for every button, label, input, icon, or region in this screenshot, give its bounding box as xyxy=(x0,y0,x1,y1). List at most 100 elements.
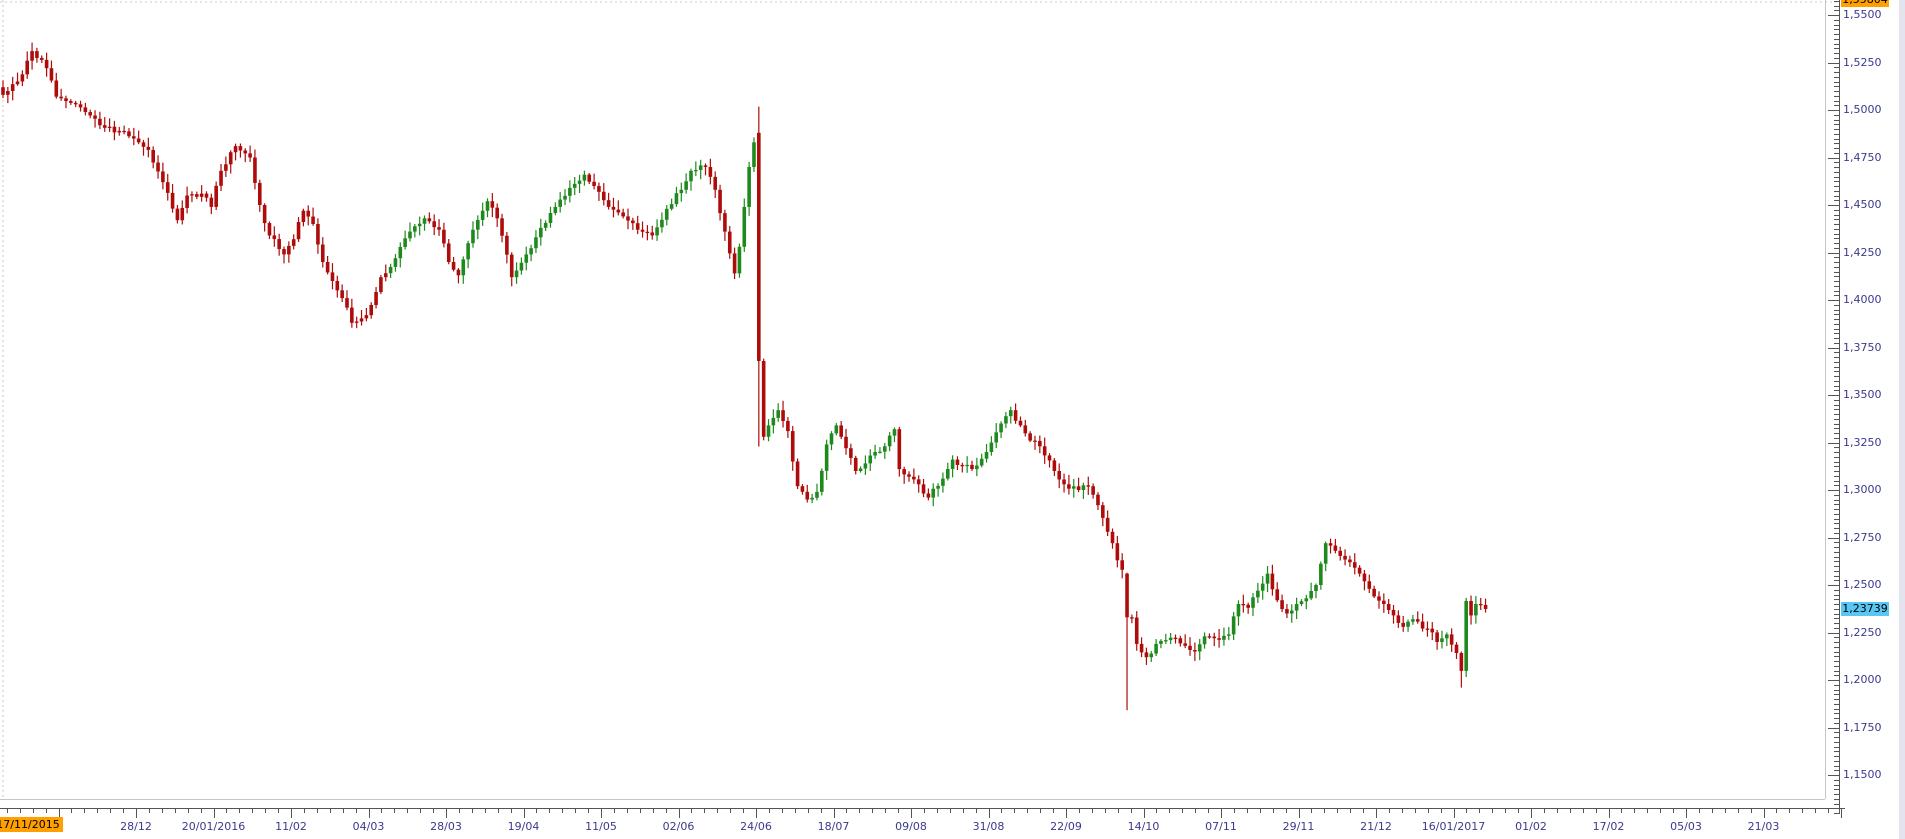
time-axis-minor-tick xyxy=(394,808,396,813)
candle-body xyxy=(413,226,417,232)
candle-body xyxy=(926,493,931,498)
candle-body xyxy=(325,262,330,273)
candle-body xyxy=(335,280,340,291)
candle-body xyxy=(1178,638,1183,644)
candle-body xyxy=(1038,440,1042,447)
chart-canvas[interactable] xyxy=(0,0,1839,799)
candle-body xyxy=(490,201,495,208)
candle-body xyxy=(1396,615,1401,623)
candle-body xyxy=(781,410,785,421)
time-axis-major-tick xyxy=(1453,808,1455,818)
candle-body xyxy=(88,112,93,116)
time-axis-minor-tick xyxy=(536,808,538,813)
candle-body xyxy=(446,243,451,262)
candle-body xyxy=(422,218,427,224)
time-axis-minor-tick xyxy=(1350,808,1352,813)
time-axis-major-tick xyxy=(1531,808,1532,818)
candle-body xyxy=(1154,643,1158,654)
candle-body xyxy=(1372,588,1376,597)
candle-body xyxy=(975,465,979,470)
time-axis-major-tick xyxy=(1841,808,1842,818)
candle-body xyxy=(282,249,286,255)
x-axis-label: 02/06 xyxy=(662,820,695,833)
candle-body xyxy=(306,210,311,217)
candle-body xyxy=(572,183,577,188)
candle-body xyxy=(820,470,824,492)
candle-body xyxy=(73,102,78,105)
time-axis-minor-tick xyxy=(626,808,628,813)
candle-body xyxy=(1125,573,1129,618)
time-axis-minor-tick xyxy=(71,808,73,813)
x-axis-label: 05/03 xyxy=(1670,820,1702,833)
candle-body xyxy=(776,410,780,418)
candle-body xyxy=(1018,420,1023,426)
plot-border-right xyxy=(1825,0,1826,799)
candle-body xyxy=(800,486,805,492)
time-axis-major-tick xyxy=(911,808,912,818)
candle-body xyxy=(1149,653,1154,658)
time-axis-minor-tick xyxy=(1621,808,1623,813)
candle-body xyxy=(1382,600,1386,604)
time-axis-major-tick xyxy=(1143,808,1145,818)
candle-body xyxy=(606,200,611,207)
candle-body xyxy=(185,195,189,208)
time-axis-minor-tick xyxy=(1789,808,1791,813)
candle-body xyxy=(1076,486,1081,490)
candle-body xyxy=(437,227,441,230)
candle-body xyxy=(1420,621,1425,629)
candle-body xyxy=(49,68,54,81)
time-axis-minor-tick xyxy=(1582,808,1584,813)
time-axis-minor-tick xyxy=(1169,808,1171,813)
candle-body xyxy=(393,258,398,267)
candle-body xyxy=(548,212,553,223)
candle-body xyxy=(296,222,301,240)
candle-body xyxy=(684,181,688,190)
candle-body xyxy=(1285,609,1289,614)
y-axis-label: 1,2000 xyxy=(1843,673,1882,686)
candle-body xyxy=(1445,634,1449,639)
candle-body xyxy=(834,425,839,434)
candle-body xyxy=(98,118,102,126)
candle-body xyxy=(224,164,228,171)
x-axis-label: 22/09 xyxy=(1050,820,1082,833)
candle-body xyxy=(611,206,616,210)
candle-body xyxy=(112,126,117,133)
time-axis-minor-tick xyxy=(1091,808,1093,813)
candle-body xyxy=(1280,600,1284,610)
candle-body xyxy=(20,74,25,82)
x-axis-label: 11/05 xyxy=(585,820,617,833)
candle-body xyxy=(219,170,223,186)
candle-body xyxy=(1173,637,1178,639)
candle-body xyxy=(117,130,122,133)
candle-body xyxy=(432,221,437,228)
candle-body xyxy=(1474,604,1478,616)
candle-body xyxy=(1478,604,1483,606)
candle-body xyxy=(970,464,974,470)
time-axis-minor-tick xyxy=(110,808,112,813)
candle-body xyxy=(1134,617,1139,644)
x-axis-label: 07/11 xyxy=(1205,820,1237,833)
time-axis-minor-tick xyxy=(730,808,732,813)
candle-body xyxy=(587,174,592,182)
candle-body xyxy=(1164,640,1168,642)
candle-body xyxy=(190,194,194,196)
time-axis-minor-tick xyxy=(639,808,641,813)
candle-body xyxy=(1256,590,1260,598)
time-axis-minor-tick xyxy=(562,808,564,813)
candle-body xyxy=(509,254,514,278)
y-axis-label: 1,3500 xyxy=(1843,388,1882,401)
time-axis-minor-tick xyxy=(872,808,874,813)
candle-body xyxy=(15,81,20,85)
x-axis-label: 01/02 xyxy=(1515,820,1547,833)
time-axis-minor-tick xyxy=(1737,808,1739,813)
time-axis-minor-tick xyxy=(200,808,202,813)
candle-body xyxy=(262,205,267,224)
candle-body xyxy=(1406,621,1410,627)
candle-body xyxy=(601,191,606,201)
candle-body xyxy=(805,491,810,500)
time-axis-minor-tick xyxy=(1479,808,1481,813)
candle-body xyxy=(766,425,771,437)
time-axis-major-tick xyxy=(523,808,525,818)
candle-body xyxy=(621,212,625,217)
